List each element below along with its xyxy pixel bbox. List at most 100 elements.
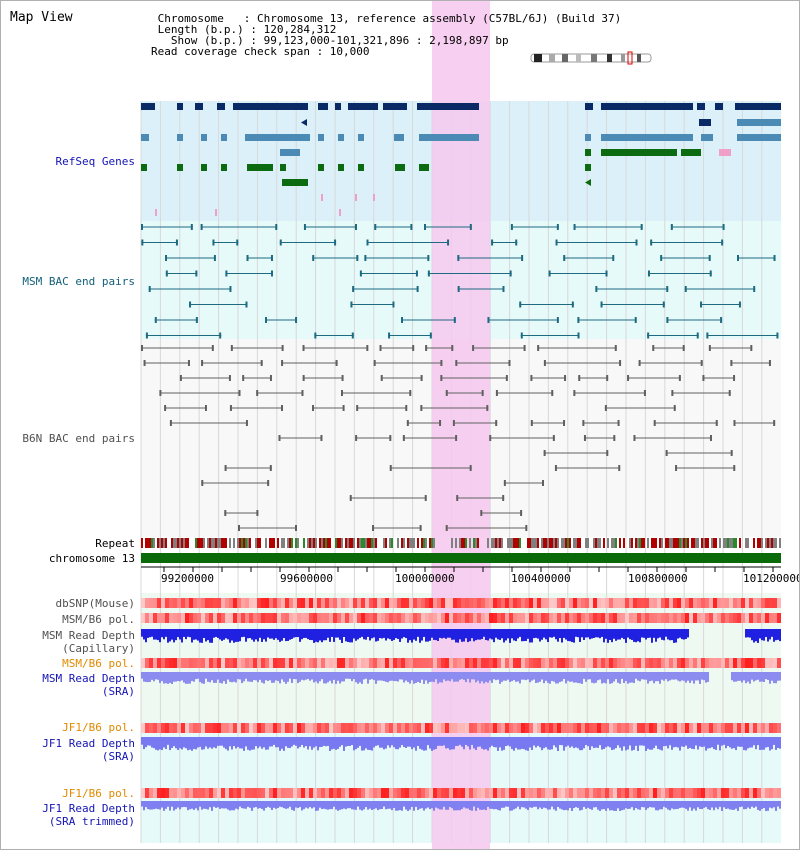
msm-b6-pol-sra-heat-cell: [761, 658, 765, 668]
msm-b6-pol-heat-cell: [453, 613, 457, 623]
msm-b6-pol-heat-cell: [289, 613, 293, 623]
msm-capillary-depth-bar: [641, 629, 643, 638]
b6n-bac-pair-end: [269, 375, 272, 381]
repeat-element: [245, 538, 247, 548]
msm-sra-depth-bar: [627, 672, 629, 684]
msm-capillary-depth-bar: [665, 629, 667, 637]
msm-bac-pair-end: [684, 286, 687, 292]
jf1-sra-depth-bar: [359, 737, 361, 746]
msm-b6-pol-sra-heat-cell: [409, 658, 413, 668]
repeat-track-label[interactable]: Repeat: [95, 537, 135, 550]
msm-read-depth-capillary-label[interactable]: MSM Read Depth (Capillary): [42, 629, 135, 655]
jf1-sra-depth-bar: [149, 737, 151, 746]
msm-capillary-depth-bar: [299, 629, 301, 642]
jf1-b6-pol-heat-cell: [141, 723, 145, 733]
msm-capillary-depth-bar: [177, 629, 179, 638]
jf1-sra-depth-bar: [485, 737, 487, 750]
jf1-b6-pol-heat-cell: [357, 723, 361, 733]
msm-bac-pair-end: [374, 224, 377, 230]
jf1-trim-depth-bar: [251, 801, 253, 811]
jf1-sra-depth-bar: [697, 737, 699, 750]
jf1-b6-pol-label[interactable]: JF1/B6 pol.: [62, 721, 135, 734]
jf1-sra-depth-bar: [303, 737, 305, 748]
jf1-trim-depth-bar: [227, 801, 229, 810]
selected-region-highlight: [432, 1, 490, 849]
msm-sra-depth-bar: [537, 672, 539, 683]
msm-sra-depth-bar: [539, 672, 541, 682]
dbsnp-heat-cell: [497, 598, 501, 608]
refseq-gene: [715, 103, 723, 110]
msm-b6-pol-sra-heat-cell: [741, 658, 745, 668]
dbsnp-heat-cell: [429, 598, 433, 608]
chromosome-track-label[interactable]: chromosome 13: [48, 552, 135, 565]
msm-read-depth-sra-label[interactable]: MSM Read Depth (SRA): [42, 672, 135, 698]
msm-capillary-depth-bar: [297, 629, 299, 638]
jf1-b6-pol-heat-cell: [185, 723, 189, 733]
jf1-sra-depth-bar: [539, 737, 541, 748]
jf1-b6-pol-heat-cell: [765, 723, 769, 733]
msm-b6-pol-label[interactable]: MSM/B6 pol.: [62, 613, 135, 626]
jf1-trim-depth-bar: [363, 801, 365, 810]
msm-capillary-depth-bar: [529, 629, 531, 643]
b6n-bac-pair-end: [159, 390, 162, 396]
jf1-b6-pol-trimmed-label[interactable]: JF1/B6 pol.: [62, 787, 135, 800]
msm-sra-depth-bar: [645, 672, 647, 680]
jf1-sra-depth-bar: [557, 737, 559, 751]
b6n-bac-pair-end: [520, 510, 523, 516]
jf1-trim-depth-bar: [247, 801, 249, 807]
jf1-b6-pol-trim-heat-cell: [741, 788, 745, 798]
b6n-bac-pair-end: [618, 465, 621, 471]
msm-bac-pair-end: [635, 239, 638, 246]
msm-bac-pair-end: [424, 224, 427, 230]
jf1-trim-depth-bar: [691, 801, 693, 811]
b6n-bac-pair-end: [495, 390, 498, 396]
jf1-trim-depth-bar: [267, 801, 269, 807]
b6n-bac-pair-end: [486, 405, 489, 411]
msm-capillary-depth-bar: [769, 629, 771, 640]
jf1-sra-depth-bar: [545, 737, 547, 748]
jf1-sra-depth-bar: [453, 737, 455, 750]
msm-sra-depth-bar: [349, 672, 351, 679]
jf1-read-depth-trimmed-label[interactable]: JF1 Read Depth (SRA trimmed): [42, 802, 135, 828]
dbsnp-heat-cell: [237, 598, 241, 608]
msm-sra-depth-bar: [767, 672, 769, 680]
jf1-sra-depth-bar: [283, 737, 285, 751]
refseq-genes-label[interactable]: RefSeq Genes: [55, 155, 135, 168]
b6n-bac-end-pairs-label[interactable]: B6N BAC end pairs: [22, 432, 135, 445]
msm-b6-pol-heat-cell: [617, 613, 621, 623]
msm-capillary-depth-bar: [433, 629, 435, 640]
jf1-sra-depth-bar: [689, 737, 691, 748]
jf1-sra-depth-bar: [499, 737, 501, 748]
dbsnp-track-label[interactable]: dbSNP(Mouse): [55, 597, 135, 610]
msm-b6-pol-sra-heat-cell: [465, 658, 469, 668]
repeat-element: [511, 538, 513, 548]
b6n-bac-pair-end: [372, 525, 375, 531]
msm-bac-end-pairs-label[interactable]: MSM BAC end pairs: [22, 275, 135, 288]
jf1-sra-depth-bar: [597, 737, 599, 748]
dbsnp-heat-cell: [717, 598, 721, 608]
msm-capillary-depth-bar: [159, 629, 161, 643]
dbsnp-heat-cell: [561, 598, 565, 608]
jf1-sra-depth-bar: [727, 737, 729, 746]
jf1-trim-depth-bar: [625, 801, 627, 809]
dbsnp-heat-cell: [593, 598, 597, 608]
msm-sra-depth-bar: [391, 672, 393, 681]
dbsnp-heat-cell: [345, 598, 349, 608]
msm-b6-pol-sra-heat-cell: [197, 658, 201, 668]
jf1-trim-depth-bar: [509, 801, 511, 811]
jf1-trim-depth-bar: [575, 801, 577, 808]
jf1-read-depth-sra-label[interactable]: JF1 Read Depth (SRA): [42, 737, 135, 763]
b6n-bac-pair-end: [451, 345, 454, 351]
msm-sra-depth-bar: [581, 672, 583, 684]
jf1-b6-pol-heat-cell: [725, 723, 729, 733]
msm-b6-pol-sra-label[interactable]: MSM/B6 pol.: [62, 657, 135, 670]
jf1-b6-pol-trim-heat-cell: [477, 788, 481, 798]
jf1-b6-pol-heat-cell: [585, 723, 589, 733]
msm-b6-pol-heat-cell: [705, 613, 709, 623]
msm-sra-depth-bar: [623, 672, 625, 684]
msm-b6-pol-heat-cell: [357, 613, 361, 623]
msm-b6-pol-heat-cell: [709, 613, 713, 623]
msm-b6-pol-heat-cell: [237, 613, 241, 623]
